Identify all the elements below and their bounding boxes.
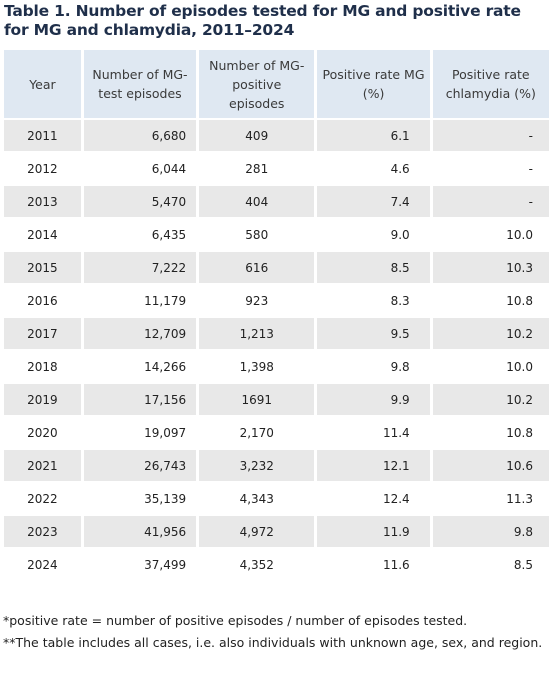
cell-positive-episodes: 3,232: [199, 450, 315, 481]
cell-year: 2022: [27, 491, 58, 506]
table-body: 2011 6,680 409 6.1-2012 6,044 281 4.6-2013 5,47…: [4, 120, 549, 580]
cell-positive-rate-chlamydia: 10.3: [432, 252, 549, 283]
table-row: 2012 6,044 281 4.6 -: [4, 153, 549, 184]
table-row: 2024 37,499 4,352 11.6 8.5: [4, 549, 549, 580]
data-table: Year Number of MG-test episodes Number o…: [1, 48, 550, 582]
cell-positive-episodes: 409: [199, 120, 315, 151]
col-header-year: Year: [4, 50, 81, 118]
table-row: 2019 17,156 1691 9.9 10.2: [4, 384, 549, 415]
cell-positive-rate-chlamydia: 10.0: [506, 227, 533, 242]
cell-positive-rate-mg: 9.8: [390, 359, 410, 374]
cell-test-episodes: 19,097: [144, 425, 187, 440]
cell-year: 2016: [27, 293, 58, 308]
cell-test-episodes: 17,156: [83, 384, 197, 415]
cell-test-episodes: 6,435: [151, 227, 187, 242]
col-header-positive-rate-mg: Positive rate MG (%): [317, 50, 430, 118]
cell-positive-rate-mg: 9.9: [317, 384, 430, 415]
cell-positive-rate-chlamydia: 10.6: [432, 450, 549, 481]
col-header-positive-rate-chlamydia: Positive rate chlamydia (%): [432, 50, 549, 118]
table-row: 2011 6,680 409 6.1-: [4, 120, 549, 151]
cell-positive-rate-mg: 12.4: [382, 491, 410, 506]
header-row: Year Number of MG-test episodes Number o…: [4, 50, 549, 118]
cell-positive-rate-mg: 8.5: [317, 252, 430, 283]
cell-year: 2019: [4, 384, 81, 415]
cell-positive-rate-chlamydia: 11.3: [506, 491, 533, 506]
cell-test-episodes: 5,470: [83, 186, 197, 217]
cell-year: 2014: [27, 227, 58, 242]
cell-year: 2013: [4, 186, 81, 217]
cell-test-episodes: 37,499: [144, 557, 187, 572]
table-row: 2015 7,222 616 8.5 10.3: [4, 252, 549, 283]
footnote-all-cases: **The table includes all cases, i.e. als…: [3, 635, 543, 650]
cell-test-episodes: 12,709: [83, 318, 197, 349]
table-row: 2020 19,097 2,170 11.4 10.8: [4, 417, 549, 448]
cell-test-episodes: 6,680: [83, 120, 197, 151]
cell-positive-rate-mg: 6.1: [317, 120, 430, 151]
cell-positive-rate-mg: 12.1: [317, 450, 430, 481]
cell-positive-rate-chlamydia: 9.8: [432, 516, 549, 547]
table-row: 2018 14,266 1,398 9.8 10.0: [4, 351, 549, 382]
cell-positive-rate-chlamydia: 10.2: [432, 384, 549, 415]
cell-positive-episodes: 4,972: [199, 516, 315, 547]
cell-positive-rate-mg: 11.6: [382, 557, 410, 572]
cell-year: 2012: [27, 161, 58, 176]
cell-positive-rate-chlamydia: 10.2: [432, 318, 549, 349]
cell-positive-rate-chlamydia: -: [432, 120, 549, 151]
cell-test-episodes: 26,743: [83, 450, 197, 481]
cell-positive-rate-mg: 9.5: [317, 318, 430, 349]
cell-year: 2024: [27, 557, 58, 572]
col-header-positive-episodes: Number of MG-positive episodes: [199, 50, 315, 118]
cell-positive-rate-mg: 11.4: [382, 425, 410, 440]
cell-positive-rate-chlamydia: 10.8: [506, 425, 533, 440]
cell-year: 2023: [4, 516, 81, 547]
cell-positive-rate-chlamydia: 8.5: [513, 557, 533, 572]
cell-positive-rate-chlamydia: -: [528, 161, 533, 176]
cell-year: 2017: [4, 318, 81, 349]
table-title: Table 1. Number of episodes tested for M…: [4, 2, 521, 39]
cell-positive-rate-mg: 7.4: [317, 186, 430, 217]
cell-positive-rate-chlamydia: 10.8: [506, 293, 533, 308]
table-row: 2016 11,179 923 8.3 10.8: [4, 285, 549, 316]
col-header-test-episodes: Number of MG-test episodes: [83, 50, 197, 118]
cell-positive-episodes: 1691: [199, 384, 315, 415]
cell-positive-episodes: 2,170: [239, 425, 274, 440]
cell-test-episodes: 7,222: [83, 252, 197, 283]
table-row: 2023 41,956 4,972 11.9 9.8: [4, 516, 549, 547]
footnote-positive-rate: *positive rate = number of positive epis…: [3, 613, 468, 628]
cell-test-episodes: 6,044: [151, 161, 187, 176]
cell-positive-episodes: 404: [199, 186, 315, 217]
cell-test-episodes: 14,266: [144, 359, 187, 374]
cell-positive-episodes: 281: [245, 161, 269, 176]
cell-positive-rate-mg: 8.3: [390, 293, 410, 308]
table-row: 2022 35,139 4,343 12.4 11.3: [4, 483, 549, 514]
cell-test-episodes: 11,179: [144, 293, 187, 308]
cell-year: 2018: [27, 359, 58, 374]
cell-positive-episodes: 1,213: [199, 318, 315, 349]
cell-positive-episodes: 923: [245, 293, 269, 308]
cell-year: 2021: [4, 450, 81, 481]
cell-positive-episodes: 4,343: [239, 491, 274, 506]
cell-positive-episodes: 1,398: [239, 359, 274, 374]
cell-positive-episodes: 4,352: [239, 557, 274, 572]
cell-positive-episodes: 616: [199, 252, 315, 283]
cell-positive-rate-chlamydia: 10.0: [506, 359, 533, 374]
cell-year: 2011: [4, 120, 81, 151]
table-row: 2013 5,470 404 7.4-: [4, 186, 549, 217]
cell-positive-rate-mg: 11.9: [317, 516, 430, 547]
cell-year: 2020: [27, 425, 58, 440]
table-row: 2014 6,435 580 9.0 10.0: [4, 219, 549, 250]
table-row: 2017 12,709 1,213 9.5 10.2: [4, 318, 549, 349]
cell-positive-rate-mg: 4.6: [390, 161, 410, 176]
cell-year: 2015: [4, 252, 81, 283]
cell-positive-episodes: 580: [245, 227, 269, 242]
cell-positive-rate-mg: 9.0: [390, 227, 410, 242]
table-row: 2021 26,743 3,232 12.1 10.6: [4, 450, 549, 481]
cell-test-episodes: 41,956: [83, 516, 197, 547]
footnotes: *positive rate = number of positive epis…: [3, 612, 543, 656]
cell-positive-rate-chlamydia: -: [432, 186, 549, 217]
cell-test-episodes: 35,139: [144, 491, 187, 506]
